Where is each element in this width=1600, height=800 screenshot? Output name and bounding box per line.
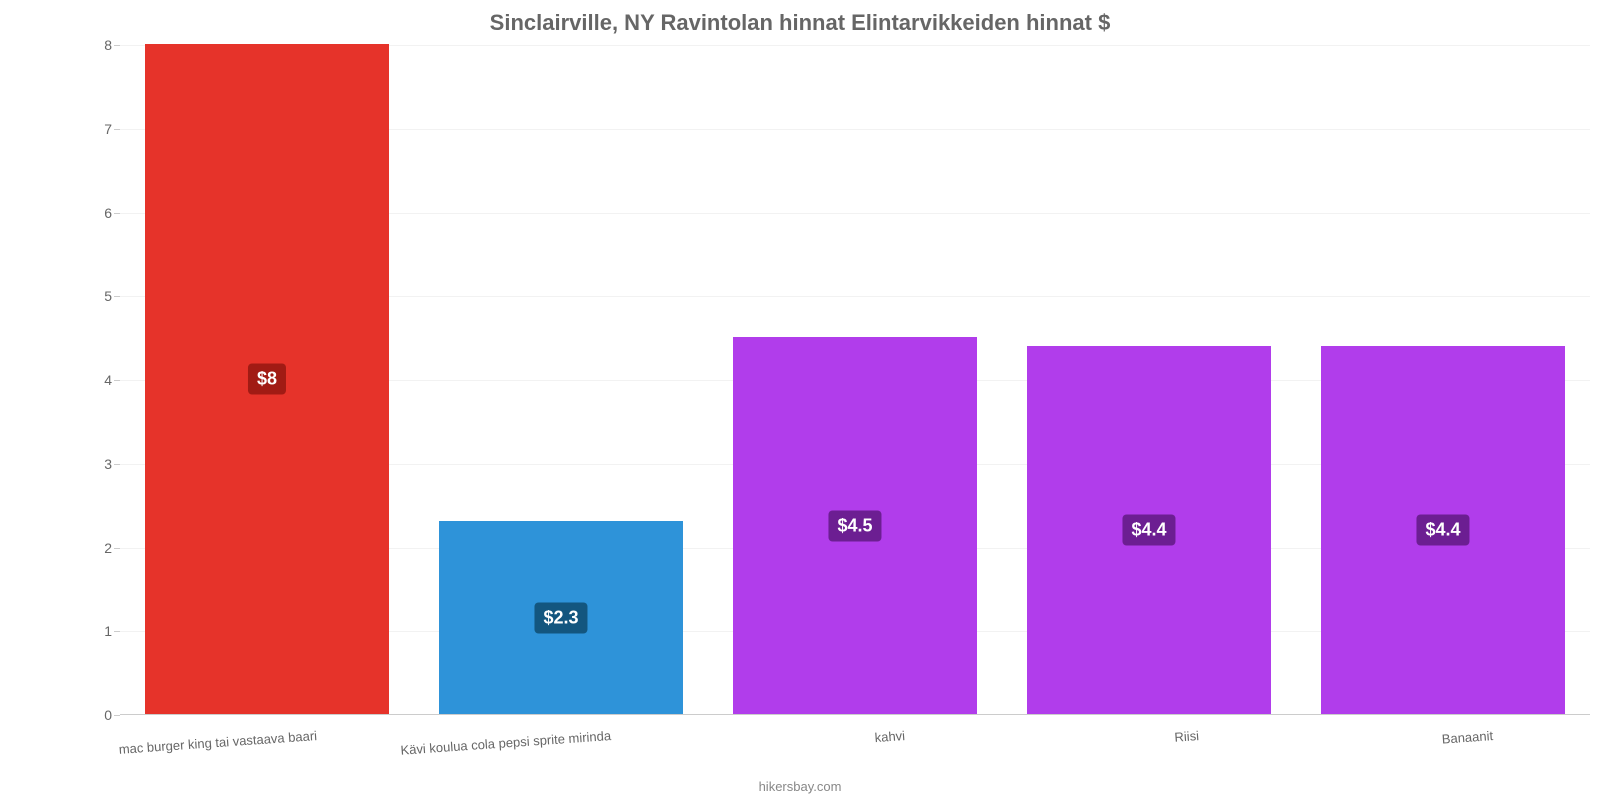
y-tick-mark [114, 631, 120, 632]
y-tick-label: 5 [82, 288, 112, 304]
y-tick-label: 7 [82, 121, 112, 137]
bar-value-label: $4.4 [1122, 514, 1175, 545]
y-tick-mark [114, 548, 120, 549]
bar-value-label: $8 [248, 364, 286, 395]
bar: $4.4 [1027, 346, 1271, 715]
bar: $8 [145, 44, 389, 714]
y-tick-mark [114, 380, 120, 381]
y-tick-label: 1 [82, 623, 112, 639]
x-axis-label: Banaanit [1441, 728, 1493, 747]
y-tick-mark [114, 464, 120, 465]
y-tick-label: 2 [82, 540, 112, 556]
y-tick-mark [114, 715, 120, 716]
y-tick-label: 0 [82, 707, 112, 723]
chart-wrapper: $8$2.3$4.5$4.4$4.4 mac burger king tai v… [90, 45, 1590, 715]
bar-value-label: $2.3 [534, 602, 587, 633]
y-tick-label: 8 [82, 37, 112, 53]
y-tick-mark [114, 213, 120, 214]
bar: $4.4 [1321, 346, 1565, 715]
bar: $4.5 [733, 337, 977, 714]
chart-title: Sinclairville, NY Ravintolan hinnat Elin… [0, 0, 1600, 36]
y-tick-label: 4 [82, 372, 112, 388]
x-axis-label: Riisi [1174, 728, 1200, 745]
attribution: hikersbay.com [0, 779, 1600, 794]
y-tick-mark [114, 296, 120, 297]
y-tick-mark [114, 45, 120, 46]
bar-value-label: $4.4 [1416, 514, 1469, 545]
bar: $2.3 [439, 521, 683, 714]
x-axis-label: kahvi [874, 728, 905, 745]
x-axis-labels: mac burger king tai vastaava baari Kävi k… [120, 720, 1590, 780]
y-tick-mark [114, 129, 120, 130]
plot-area: $8 $2.3 $4.5 $4.4 $4.4 [120, 45, 1590, 715]
bar-value-label: $4.5 [828, 510, 881, 541]
y-tick-label: 3 [82, 456, 112, 472]
x-axis-label: mac burger king tai vastaava baari [118, 728, 317, 757]
x-axis-label: Kävi koulua cola pepsi sprite mirinda [400, 728, 612, 758]
y-tick-label: 6 [82, 205, 112, 221]
